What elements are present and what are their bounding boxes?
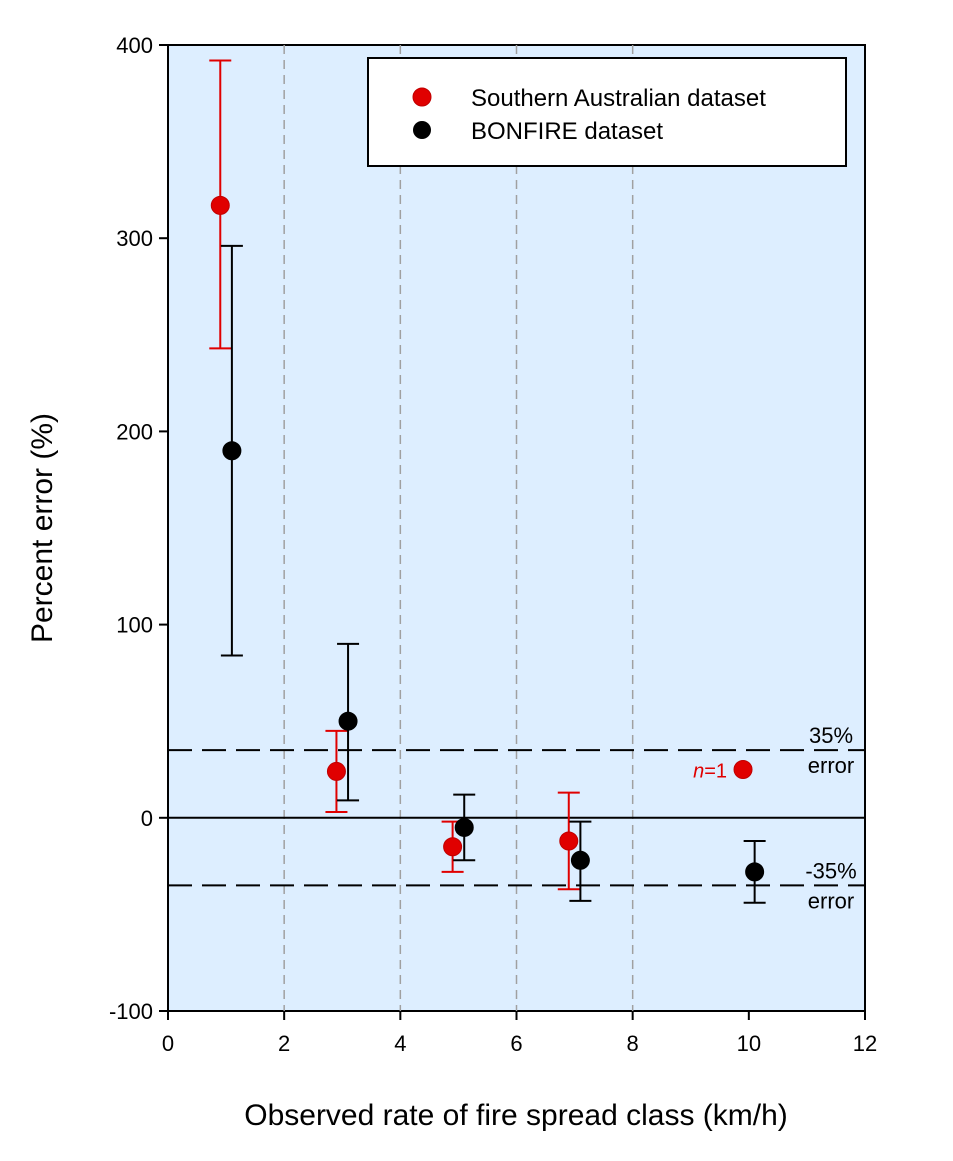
legend-marker-southern-australian	[412, 87, 432, 107]
x-tick-label-0: 0	[162, 1031, 174, 1056]
southern-australian-point-1	[326, 761, 346, 781]
y-tick-label-400: 400	[116, 33, 153, 58]
southern-australian-point-2	[443, 837, 463, 857]
legend-marker-bonfire	[413, 121, 431, 139]
southern-australian-point-3	[559, 831, 579, 851]
legend-label-southern-australian: Southern Australian dataset	[471, 85, 766, 112]
legend-label-bonfire: BONFIRE dataset	[471, 118, 663, 145]
x-tick-label-8: 8	[627, 1031, 639, 1056]
bonfire-point-0	[222, 441, 242, 461]
y-tick-label--100: -100	[109, 999, 153, 1024]
southern-australian-point-0	[210, 195, 230, 215]
bonfire-point-1	[338, 711, 358, 731]
bonfire-point-2	[454, 817, 474, 837]
reference-label-0-bottom: error	[808, 753, 854, 778]
x-tick-label-4: 4	[394, 1031, 406, 1056]
southern-australian-point-4	[733, 760, 753, 779]
reference-label-1-top: -35%	[805, 858, 856, 883]
y-tick-label-0: 0	[141, 806, 153, 831]
grid-layer	[283, 45, 634, 1011]
annotation-n-equals-1: n=1	[693, 761, 727, 783]
y-tick-label-200: 200	[116, 419, 153, 444]
y-tick-label-300: 300	[116, 226, 153, 251]
x-tick-label-6: 6	[510, 1031, 522, 1056]
x-axis-title: Observed rate of fire spread class (km/h…	[244, 1099, 788, 1132]
data-series	[209, 59, 766, 904]
x-tick-label-2: 2	[278, 1031, 290, 1056]
annotation-n-value: =1	[704, 761, 727, 783]
reference-label-1-bottom: error	[808, 888, 854, 913]
bonfire-point-4	[745, 862, 765, 882]
bonfire-point-3	[570, 850, 590, 870]
annotation-n-italic: n	[693, 761, 704, 783]
axes: 0 2 4 6 8 10 12 -100 0 100 200 300 400	[109, 33, 877, 1056]
y-tick-label-100: 100	[116, 613, 153, 638]
x-tick-label-12: 12	[853, 1031, 877, 1056]
y-axis-title: Percent error (%)	[26, 413, 59, 643]
labels: 35% error -35% error n=1	[693, 723, 857, 913]
reference-label-0-top: 35%	[809, 723, 853, 748]
x-tick-label-10: 10	[737, 1031, 761, 1056]
legend-box	[367, 57, 847, 167]
reference-lines	[168, 749, 865, 887]
legend: Southern Australian dataset BONFIRE data…	[367, 57, 847, 167]
